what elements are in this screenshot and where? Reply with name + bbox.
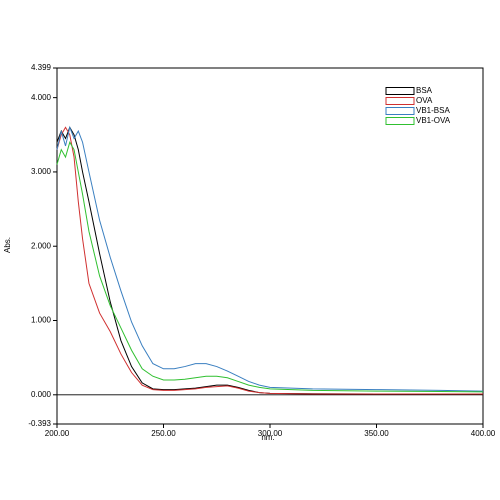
y-axis-label: Abs.: [3, 237, 12, 253]
y-tick-label: -0.393: [28, 419, 51, 428]
series-line: [56, 140, 484, 393]
legend-label: VB1-BSA: [416, 106, 450, 115]
series-line: [56, 126, 483, 395]
y-tick-label: 4.000: [31, 93, 52, 102]
legend-label: VB1-OVA: [416, 116, 451, 125]
x-tick-label: 350.00: [364, 429, 389, 438]
x-tick-label: 400.00: [471, 429, 496, 438]
legend-swatch: [385, 97, 415, 105]
y-tick-label: 2.000: [31, 241, 52, 250]
y-tick-label: 0.000: [31, 390, 52, 399]
series-line: [56, 125, 484, 392]
x-tick-label: 250.00: [151, 429, 176, 438]
legend-label: BSA: [416, 86, 433, 95]
x-tick-label: 200.00: [45, 429, 70, 438]
y-tick-label: 3.000: [31, 167, 52, 176]
legend-swatch: [385, 117, 415, 125]
y-tick-label: 1.000: [31, 316, 52, 325]
x-tick-label: 300.00: [258, 429, 283, 438]
legend-swatch: [385, 87, 415, 95]
y-tick-label: 4.399: [31, 63, 52, 72]
legend-swatch: [385, 107, 415, 115]
legend-label: OVA: [416, 96, 433, 105]
x-axis-label: nm.: [261, 433, 274, 442]
